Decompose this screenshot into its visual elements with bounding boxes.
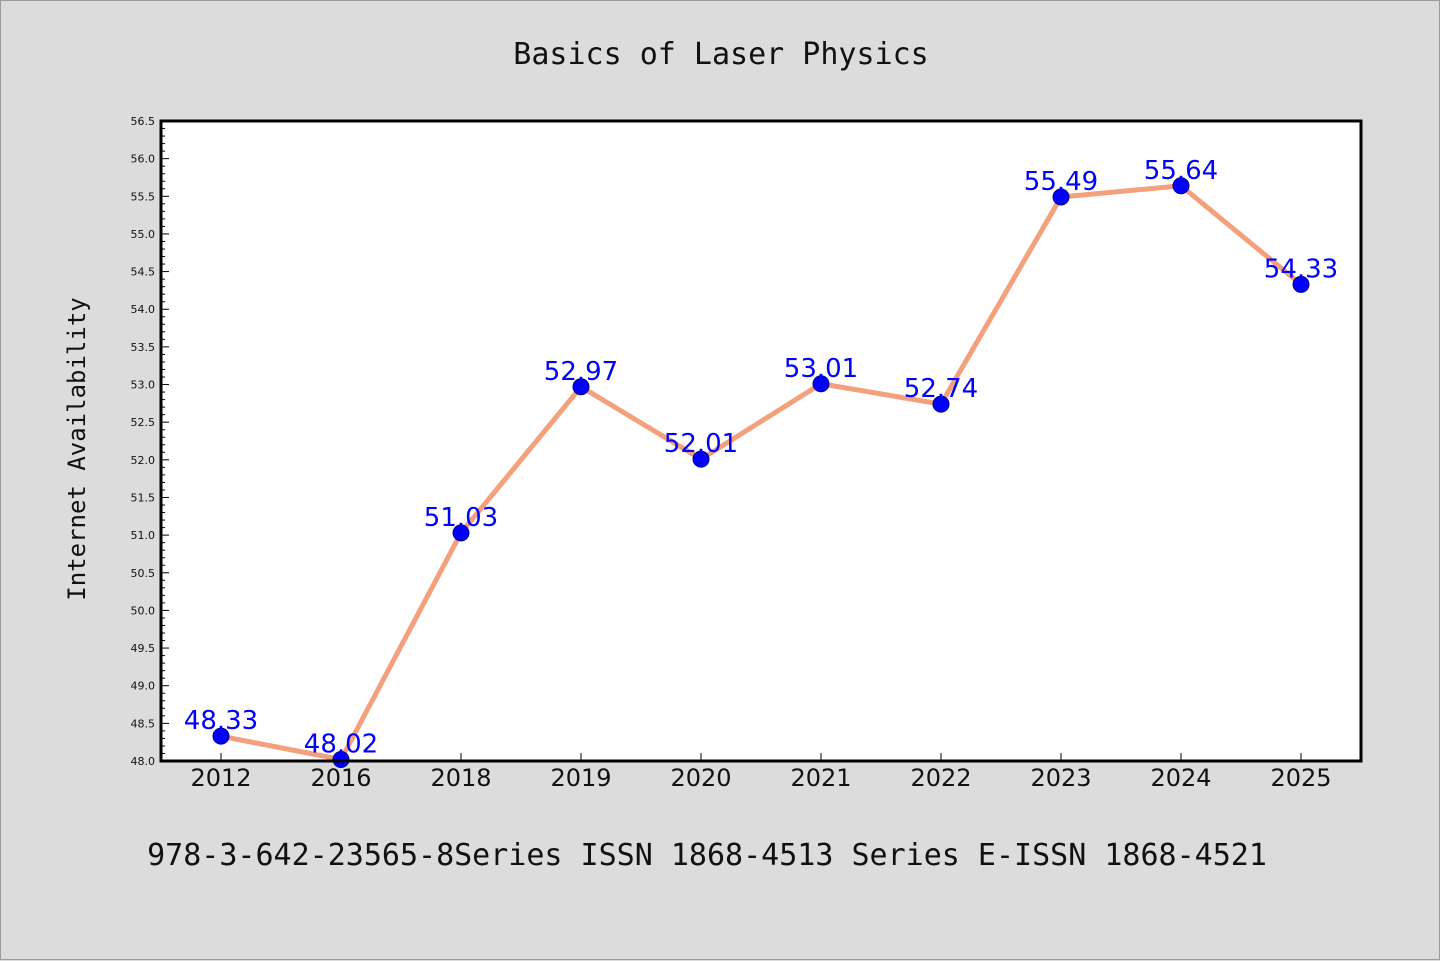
x-tick-label: 2012 [190,764,251,792]
data-point-marker [932,395,950,413]
data-point-label: 52.97 [544,357,618,387]
y-tick-label: 54.0 [131,303,156,316]
y-tick-label: 49.5 [131,642,156,655]
y-tick-label: 53.0 [131,379,156,392]
footer-isbn-issn: 978-3-642-23565-8Series ISSN 1868-4513 S… [147,838,1267,873]
data-point-marker [692,450,710,468]
x-tick-label: 2016 [310,764,371,792]
y-tick-label: 55.5 [131,190,156,203]
data-point-marker [572,378,590,396]
data-point-label: 52.01 [664,429,738,459]
data-point-label: 51.03 [424,503,498,533]
y-tick-label: 55.0 [131,228,156,241]
data-point-marker [332,750,350,768]
data-point-label: 48.33 [184,706,258,736]
data-markers [212,177,1310,768]
x-tick-label: 2025 [1270,764,1331,792]
y-tick-label: 51.5 [131,491,156,504]
x-tick-label: 2018 [430,764,491,792]
plot-border [159,119,1363,763]
x-tick-label: 2021 [790,764,851,792]
y-tick-label: 48.5 [131,717,156,730]
data-point-marker [812,375,830,393]
y-tick-label: 50.5 [131,567,156,580]
y-tick-label: 52.0 [131,454,156,467]
x-tick-label: 2024 [1150,764,1211,792]
data-point-marker [212,727,230,745]
x-tick-label: 2019 [550,764,611,792]
data-point-label: 54.33 [1264,254,1338,284]
data-point-label: 48.02 [304,729,378,759]
data-point-label: 55.64 [1144,156,1218,186]
x-tick-label: 2022 [910,764,971,792]
data-point-label: 52.74 [904,374,978,404]
data-point-label: 53.01 [784,354,858,384]
data-point-label: 55.49 [1024,167,1098,197]
data-point-marker [1172,177,1190,195]
series-line-group [218,183,1304,762]
data-point-marker [1292,275,1310,293]
y-tick-label: 56.5 [131,115,156,128]
y-tick-label: 52.5 [131,416,156,429]
x-axis-ticks: 2012 2016 2018 2019 2020 2021 2022 2023 2024 2025 [190,753,1332,792]
y-tick-label: 50.0 [131,604,156,617]
y-tick-label: 48.0 [131,755,156,768]
y-tick-label: 53.5 [131,341,156,354]
chart-title: Basics of Laser Physics [513,37,928,72]
y-axis-label: Internet Availability [63,297,91,600]
series-line [218,183,1304,762]
y-tick-label: 51.0 [131,529,156,542]
x-tick-label: 2023 [1030,764,1091,792]
y-tick-label: 54.5 [131,266,156,279]
data-labels: 48.33 48.02 51.03 52.97 52.01 53.01 52.74 55.49… [184,156,1338,760]
data-point-marker [1052,188,1070,206]
plot-area [161,121,1361,761]
y-tick-label: 56.0 [131,153,156,166]
data-point-marker [452,524,470,542]
x-tick-label: 2020 [670,764,731,792]
y-tick-label: 49.0 [131,680,156,693]
